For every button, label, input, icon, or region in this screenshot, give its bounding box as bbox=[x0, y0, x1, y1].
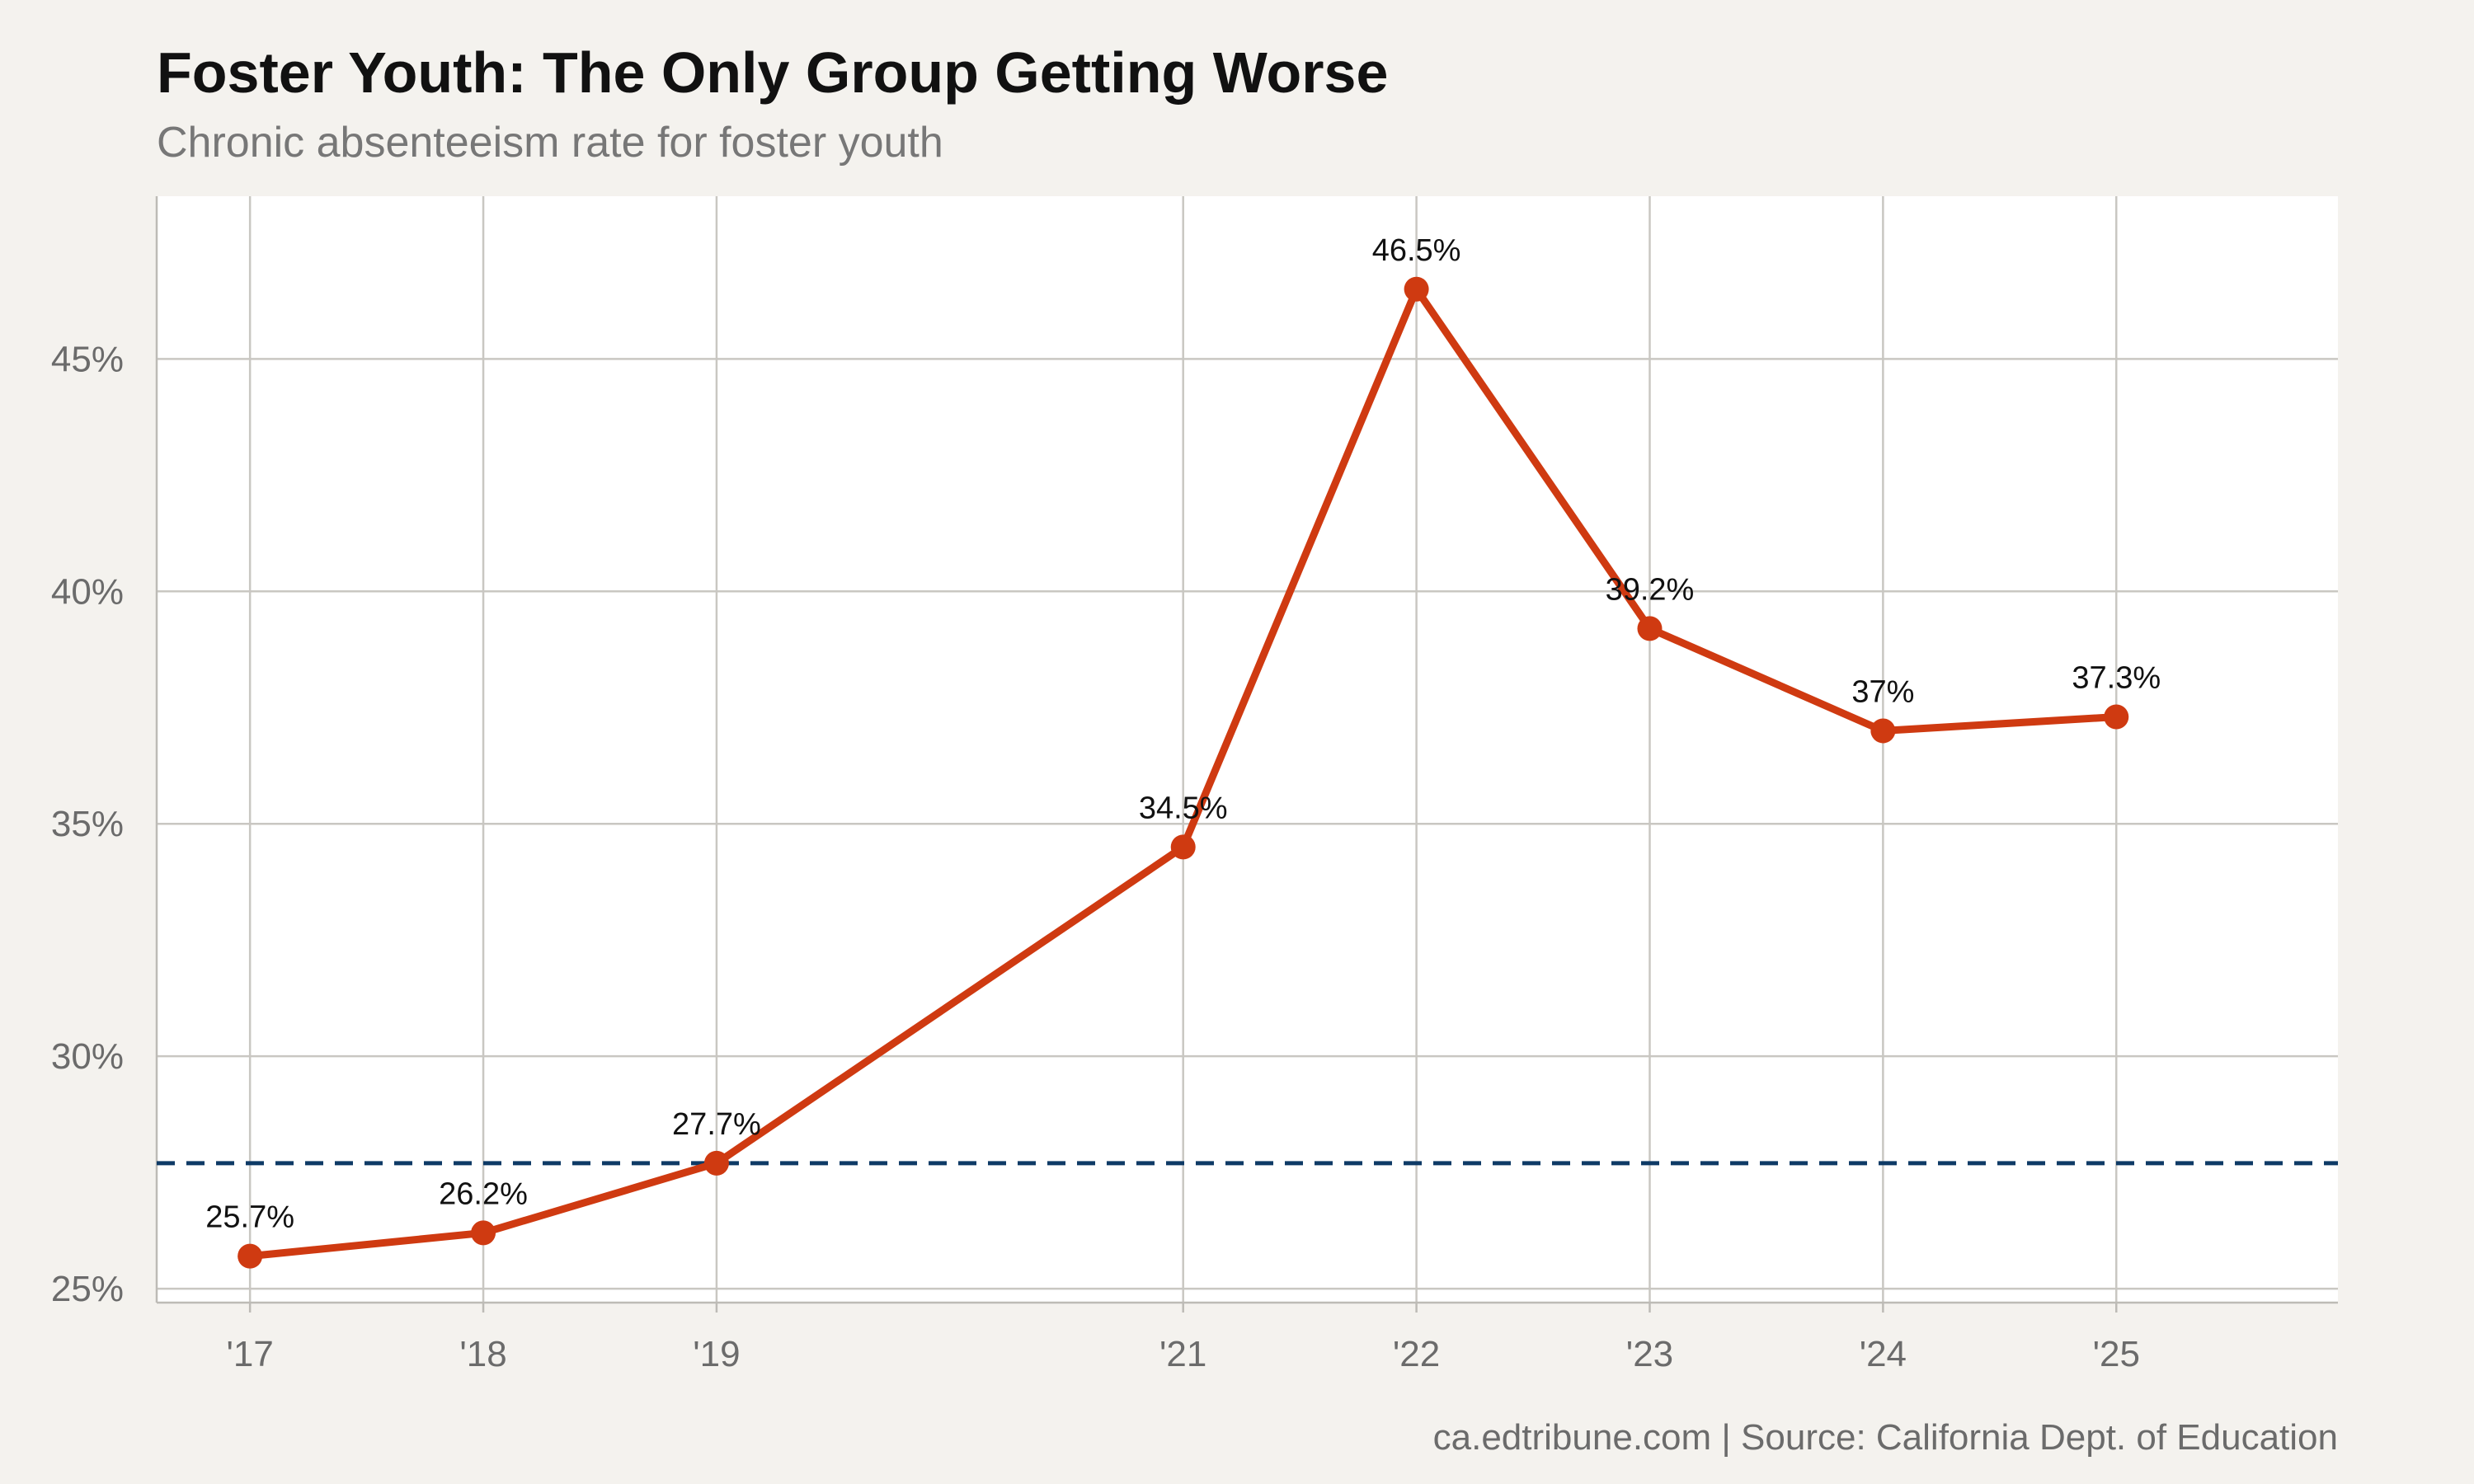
data-point bbox=[238, 1243, 263, 1269]
data-point bbox=[471, 1220, 496, 1246]
data-point bbox=[703, 1150, 729, 1176]
x-tick-label: '17 bbox=[226, 1334, 273, 1374]
x-tick-label: '18 bbox=[459, 1334, 506, 1374]
x-tick-label: '24 bbox=[1860, 1334, 1907, 1374]
source-caption: ca.edtribune.com | Source: California De… bbox=[1433, 1417, 2338, 1458]
data-label: 27.7% bbox=[672, 1107, 761, 1142]
data-point bbox=[1637, 616, 1663, 641]
series-line bbox=[246, 285, 2120, 1261]
data-label: 39.2% bbox=[1606, 572, 1695, 607]
chart-subtitle: Chronic absenteeism rate for foster yout… bbox=[157, 119, 943, 167]
y-tick-label: 25% bbox=[51, 1269, 124, 1309]
chart-title: Foster Youth: The Only Group Getting Wor… bbox=[157, 40, 1388, 105]
x-tick-label: '22 bbox=[1393, 1334, 1440, 1374]
y-tick-label: 35% bbox=[51, 804, 124, 844]
x-tick-label: '23 bbox=[1626, 1334, 1673, 1374]
y-tick-label: 45% bbox=[51, 339, 124, 379]
y-tick-label: 30% bbox=[51, 1036, 124, 1077]
data-label: 37.3% bbox=[2072, 661, 2161, 696]
data-points bbox=[238, 276, 2129, 1269]
data-label: 37% bbox=[1851, 674, 1914, 709]
x-gridlines bbox=[248, 196, 2118, 1313]
data-labels: 25.7% 26.2% 27.7% 34.5% 46.5% 39.2% 37% 37.3% bbox=[205, 233, 2161, 1235]
data-label: 34.5% bbox=[1139, 791, 1228, 825]
data-label: 46.5% bbox=[1372, 233, 1461, 268]
x-tick-label: '21 bbox=[1159, 1334, 1206, 1374]
data-label: 26.2% bbox=[439, 1176, 528, 1211]
data-point bbox=[2104, 704, 2129, 730]
data-label: 25.7% bbox=[205, 1200, 294, 1235]
x-tick-label: '19 bbox=[693, 1334, 740, 1374]
plot-panel bbox=[157, 196, 2338, 1303]
x-tick-label: '25 bbox=[2093, 1334, 2140, 1374]
y-axis-ticks: 25% 30% 35% 40% 45% bbox=[51, 339, 124, 1309]
x-axis-ticks: '17 '18 '19 '21 '22 '23 '24 '25 bbox=[226, 1334, 2139, 1374]
y-tick-label: 40% bbox=[51, 571, 124, 612]
data-point bbox=[1170, 834, 1196, 860]
y-gridlines bbox=[157, 358, 2338, 1290]
data-point bbox=[1870, 718, 1896, 744]
data-point bbox=[1404, 276, 1429, 302]
